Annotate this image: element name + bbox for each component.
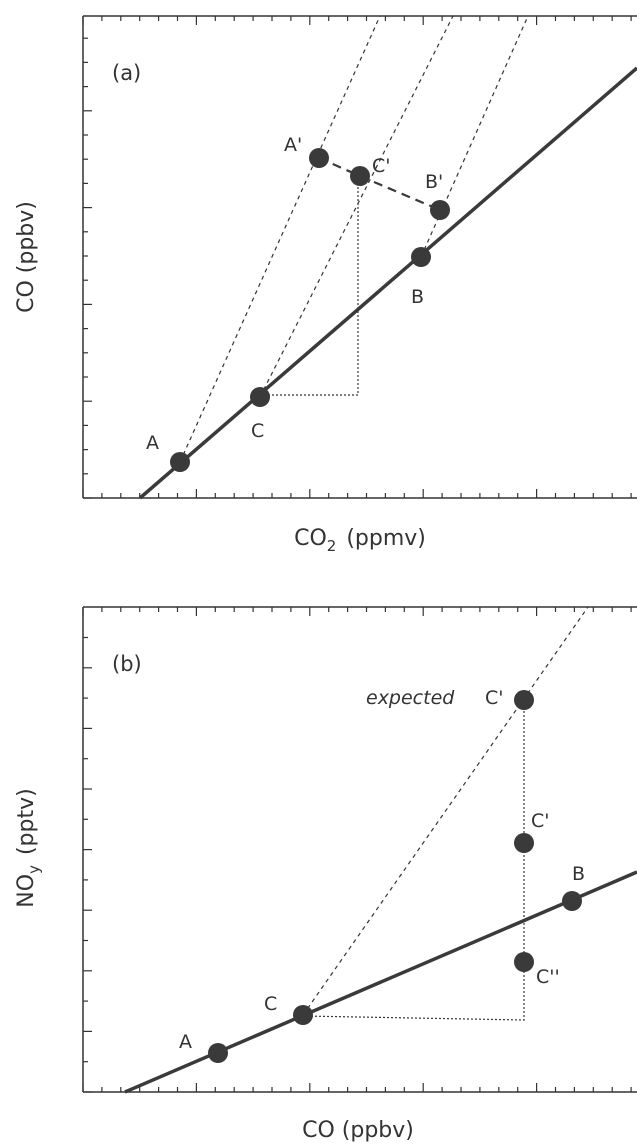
- panel-a-ticks: [82, 16, 632, 499]
- panel-b-point-c: [293, 1005, 313, 1025]
- panel-b-label-a: A: [179, 1031, 192, 1053]
- panel-a-label-c: C: [251, 420, 264, 442]
- panel-b-point-c-prime-expected: [514, 690, 534, 710]
- panel-a-line-b-b-prime: [420, 15, 529, 258]
- panel-b-step: [302, 700, 525, 1021]
- panel-b-label-c-double-prime: C'': [536, 966, 560, 988]
- panel-a-x-title-sub: 2: [327, 537, 337, 555]
- panel-a-point-b-prime: [430, 200, 450, 220]
- panel-a-line-c-c-prime: [259, 15, 454, 398]
- panel-b-y-title-sub: y: [25, 865, 43, 874]
- panel-b-label-c: C: [264, 993, 277, 1015]
- panel-a-label-b: B: [411, 286, 424, 308]
- panel-b-ticks: [82, 607, 632, 1093]
- panel-b-label-c-prime-expected: C': [485, 687, 504, 709]
- panel-b-y-title: NOy (pptv): [14, 788, 43, 907]
- panel-a-regression-line: [138, 66, 637, 500]
- panel-b-point-c-prime: [514, 833, 534, 853]
- panel-a-point-a-prime: [309, 148, 329, 168]
- panel-b-label-expected: expected: [366, 687, 455, 709]
- panel-b-x-title: CO (ppbv): [302, 1118, 414, 1143]
- panel-a-label-a-prime: A': [284, 134, 302, 156]
- panel-a-label-b-prime: B': [425, 171, 443, 193]
- panel-a-x-title: CO2 (ppmv): [294, 526, 426, 555]
- panel-a-x-title-unit: (ppmv): [346, 526, 426, 551]
- panel-b-label-c-prime: C': [531, 810, 550, 832]
- panel-a-x-title-main: CO: [294, 526, 327, 551]
- panel-a-line-a-a-prime: [179, 15, 381, 463]
- panel-a-tag: (a): [112, 61, 141, 85]
- panel-a: (a) A C B A' C' B' CO2 (ppmv) CO (ppbv): [14, 15, 637, 555]
- panel-b-point-b: [562, 891, 582, 911]
- panel-a-point-b: [411, 247, 431, 267]
- panel-b-point-a: [208, 1043, 228, 1063]
- panel-a-point-a: [170, 452, 190, 472]
- panel-a-label-a: A: [146, 432, 159, 454]
- panel-b-expected-line: [302, 606, 589, 1016]
- panel-a-step: [260, 176, 359, 396]
- panel-b-regression-line: [124, 870, 637, 1094]
- panel-b-tag: (b): [112, 652, 142, 676]
- panel-b: (b) A C B expected C' C' C'' CO (ppbv) N…: [14, 606, 637, 1143]
- panel-a-label-c-prime: C': [372, 155, 391, 177]
- panel-b-point-c-double-prime: [514, 952, 534, 972]
- panel-a-point-c: [250, 387, 270, 407]
- panel-b-label-b: B: [572, 863, 585, 885]
- panel-b-y-title-unit: (pptv): [14, 788, 39, 855]
- panel-a-y-title: CO (ppbv): [14, 201, 39, 313]
- panel-b-y-title-main: NO: [14, 874, 39, 908]
- panel-a-point-c-prime: [350, 166, 370, 186]
